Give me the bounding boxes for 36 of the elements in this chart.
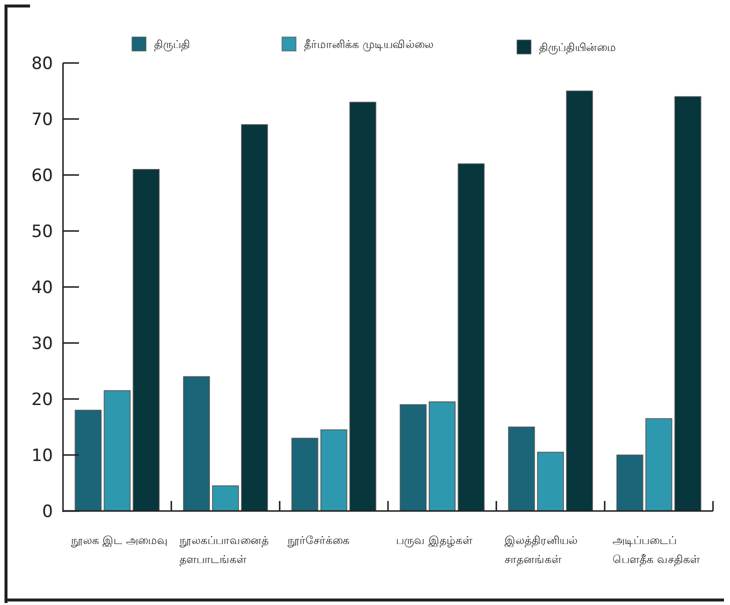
bar [458,163,485,512]
x-tick-label: நூர்சேர்க்கை [288,534,350,547]
y-tick-label: 0 [42,502,53,522]
x-tick-label: அடிப்படைப் பௌதீக வசதிகள் [612,534,700,566]
y-tick-label: 50 [31,222,53,242]
legend-label: தீர்மானிக்க முடியவில்லை [304,38,434,51]
bar [349,102,376,512]
x-tick-label: நூலகப்பாவனைத் தளபாடங்கள் [179,534,268,566]
bar [428,401,456,512]
bar [291,438,318,512]
bar [132,169,160,512]
bar [183,376,210,512]
y-tick-label: 70 [31,110,53,130]
bar [537,452,564,512]
bar [616,454,644,512]
x-tick-label: நூலக இட அமைவு [71,534,168,547]
x-tick-label: பருவ இதழ்கள் [396,534,472,547]
bar [566,90,593,512]
bar [212,485,239,512]
bar [320,429,348,512]
bar [674,96,702,512]
legend-label: திருப்தியின்மை [539,41,616,54]
bar [74,410,102,512]
bar [104,390,131,512]
bar [645,418,672,512]
y-tick-label: 40 [31,278,53,298]
y-tick-label: 60 [31,166,53,186]
legend-label: திருப்தி [154,38,190,51]
y-tick-label: 20 [31,390,53,410]
bar [508,426,535,512]
y-tick-label: 30 [31,334,53,354]
x-tick-label: இலத்திரனியல் சாதனங்கள் [504,534,578,566]
y-tick-label: 10 [31,446,53,466]
bar [241,124,268,512]
bar [400,404,427,512]
y-tick-label: 80 [31,54,53,74]
